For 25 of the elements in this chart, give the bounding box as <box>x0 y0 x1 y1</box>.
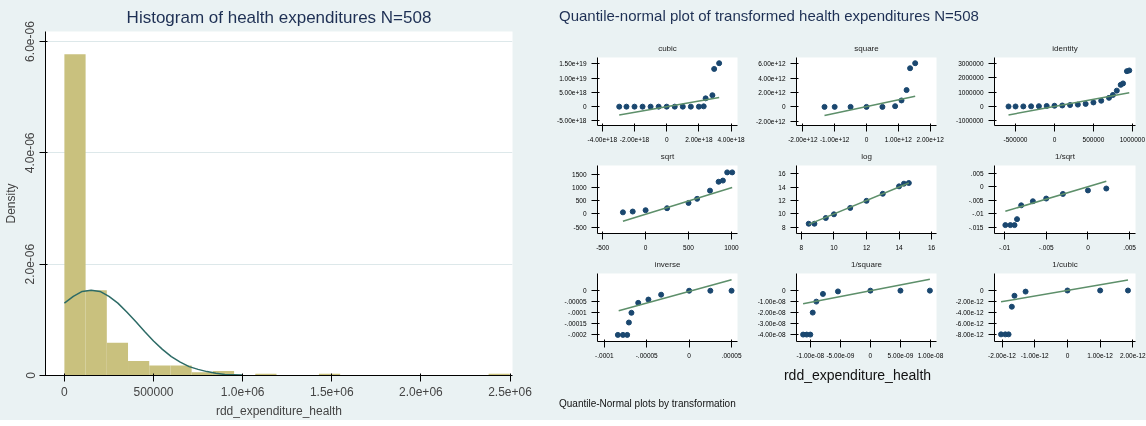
y-tick-label: 4.0e-06 <box>23 132 38 174</box>
chart-title: identity <box>1052 43 1078 53</box>
chart-title: Histogram of health expenditures N=508 <box>126 7 432 27</box>
x-tick-label: 1.0e+06 <box>220 384 265 399</box>
chart-title: square <box>854 43 880 53</box>
text: Quantile-normal plot of transformed health expenditures N=508 <box>559 6 979 26</box>
chart-title: 1/square <box>850 259 883 269</box>
y-tick-label: 6.0e-06 <box>23 20 38 62</box>
x-axis-title: rdd_expenditure_health <box>215 403 343 418</box>
chart-title: 1/cubic <box>1052 259 1078 269</box>
chart-title: sqrt <box>660 151 675 161</box>
x-tick-label: 2.0e+06 <box>399 384 444 399</box>
text: rdd_expenditure_health <box>783 366 932 385</box>
x-tick-label: 2.5e+06 <box>488 384 533 399</box>
y-axis-title: Density <box>3 183 18 224</box>
y-tick-label: 0 <box>23 371 38 379</box>
chart-title: 1/sqrt <box>1055 151 1076 161</box>
chart-title: inverse <box>654 259 681 269</box>
chart-title: log <box>861 151 872 161</box>
y-tick-label: 2.0e-06 <box>23 243 38 285</box>
x-tick-label: 1.5e+06 <box>309 384 354 399</box>
text: Quantile-Normal plots by transformation <box>559 397 736 411</box>
x-tick-label: 0 <box>61 384 69 399</box>
chart-title: cubic <box>658 43 677 53</box>
x-tick-label: 500000 <box>133 384 174 399</box>
